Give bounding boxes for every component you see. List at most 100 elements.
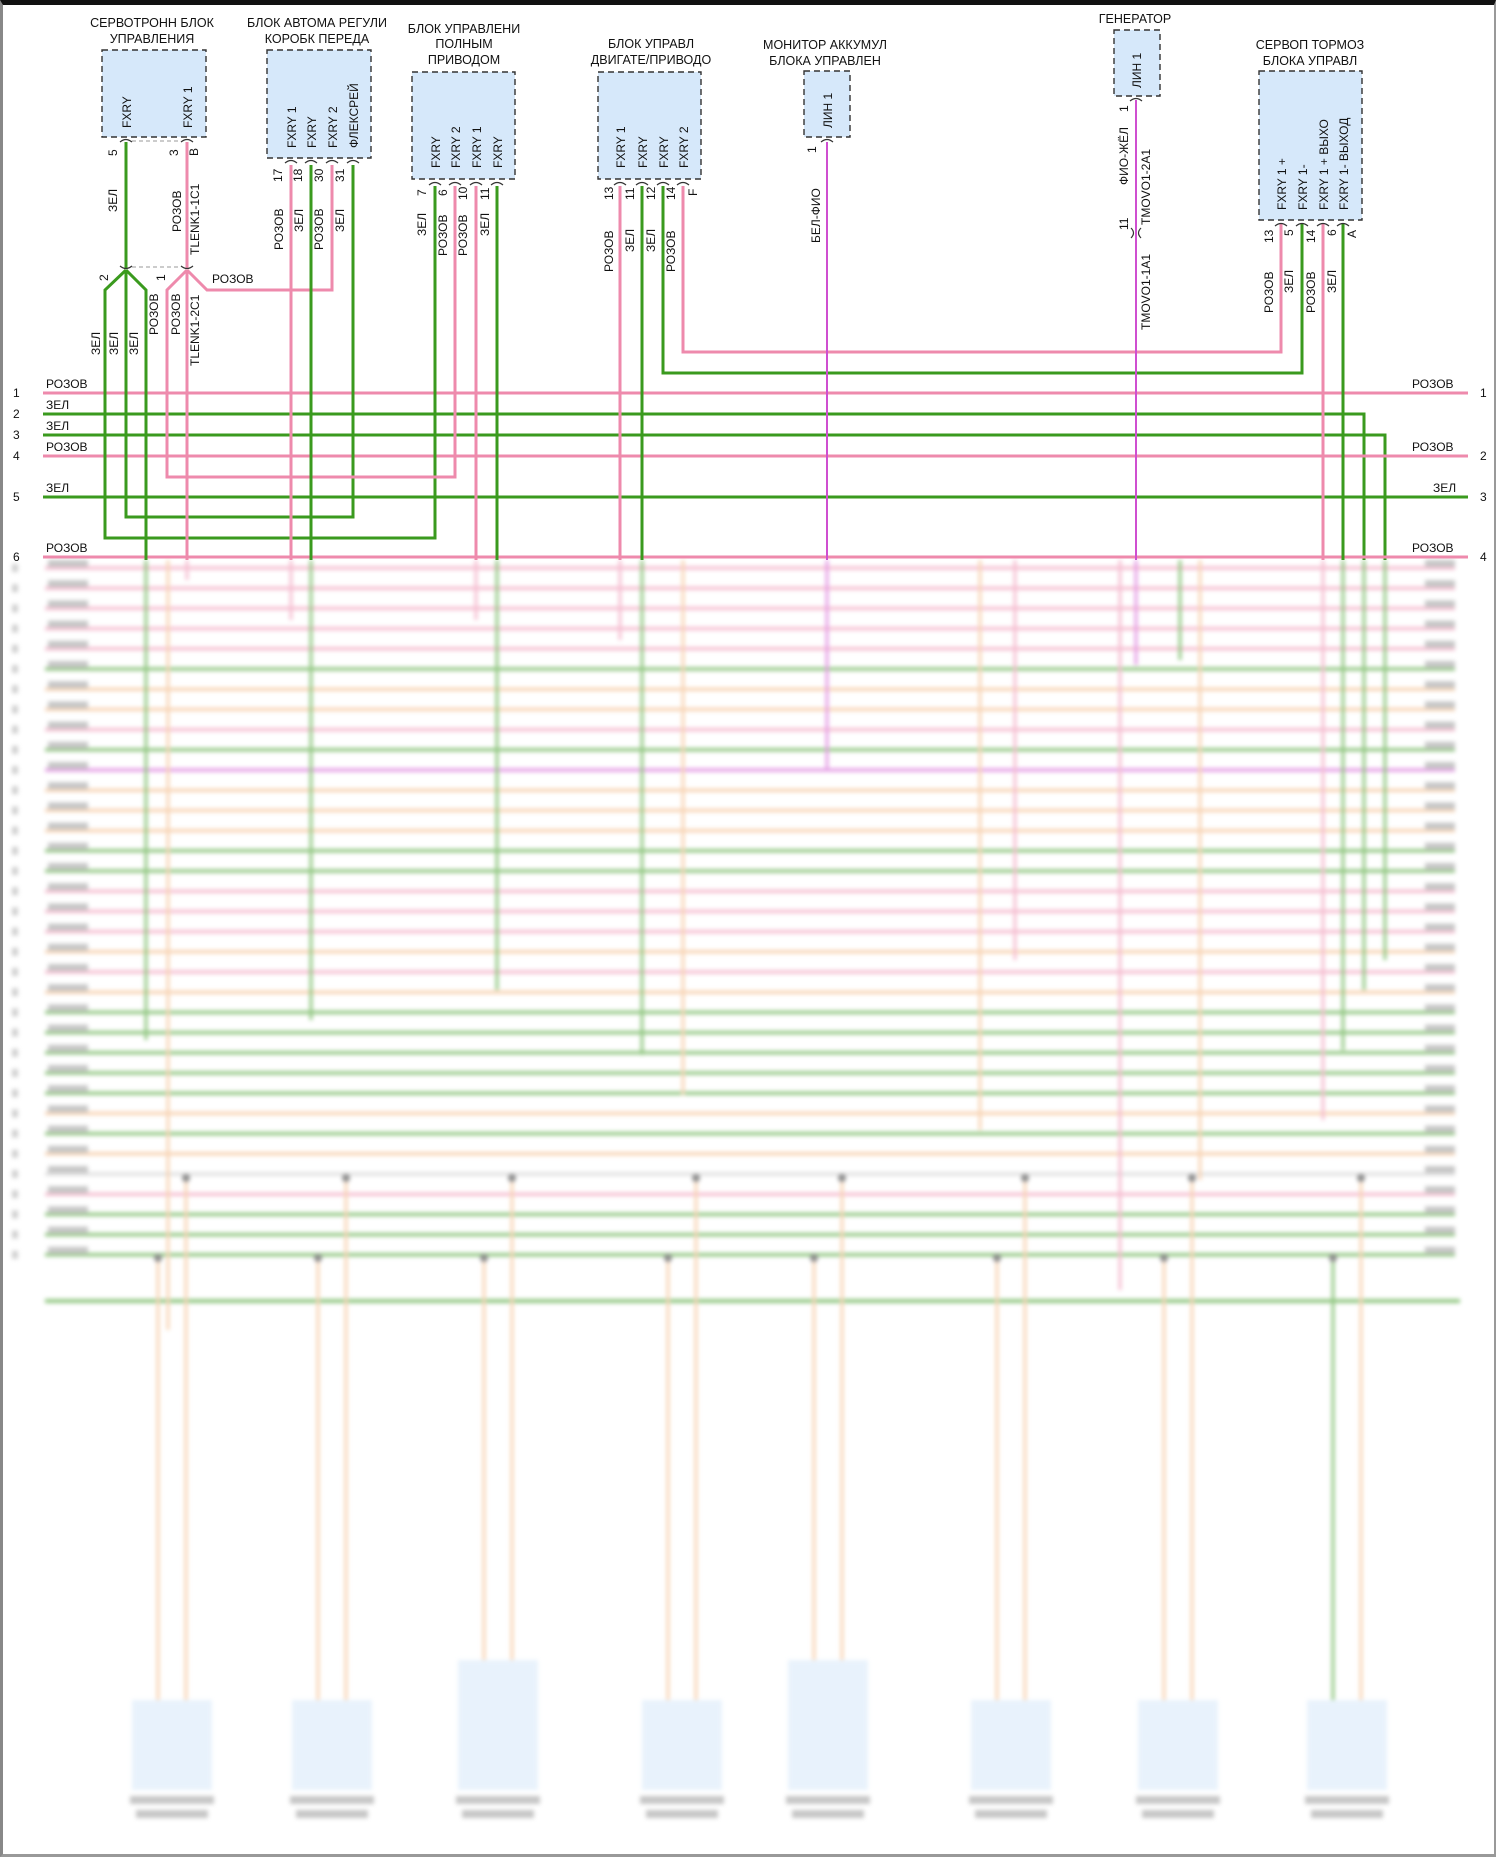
module-awd[interactable]: БЛОК УПРАВЛЕНИ ПОЛНЫМ ПРИВОДОМ FXRY FXRY… (408, 22, 520, 256)
blurred-lower-section (12, 560, 1460, 1818)
row-number: 4 (13, 449, 20, 463)
module-title: УПРАВЛЕНИЯ (110, 32, 195, 46)
wire (165, 186, 457, 479)
blurred-module-title (1142, 1810, 1214, 1818)
pin-number: 13 (602, 186, 616, 200)
blurred-row-number (12, 1190, 18, 1199)
pin-number: 6 (436, 189, 450, 196)
module-generator[interactable]: ГЕНЕРАТОР ЛИН 1 1 ФИО-ЖЁЛ TMOVO1-2A1 11 … (1099, 12, 1171, 330)
blurred-row-number (12, 846, 18, 855)
blurred-label (1425, 842, 1455, 850)
wire-label: РОЗОВ (147, 293, 161, 335)
blurred-label (1425, 560, 1455, 567)
wire-label: ЗЕЛ (106, 189, 120, 212)
blurred-label (48, 1004, 88, 1012)
blurred-label (1425, 701, 1455, 709)
module-servotronic[interactable]: СЕРВОТРОНН БЛОК УПРАВЛЕНИЯ FXRY FXRY 1 5… (90, 16, 214, 255)
module-title: БЛОКА УПРАВЛ (1263, 54, 1357, 68)
pin-number: 1 (154, 274, 168, 281)
wire-label: РОЗОВ (169, 293, 183, 335)
blurred-row-number (12, 564, 18, 572)
module-brake-servo[interactable]: СЕРВОП ТОРМОЗ БЛОКА УПРАВЛ FXRY 1 + FXRY… (1256, 38, 1364, 313)
pin-label: FXRY 1 + (1275, 158, 1289, 210)
module-title: ГЕНЕРАТОР (1099, 12, 1171, 26)
blurred-label (1425, 721, 1455, 729)
pin-label: FXRY 1 + ВЫХО (1317, 119, 1331, 210)
blurred-label (1425, 943, 1455, 951)
row-number: 1 (13, 386, 20, 400)
blurred-label (48, 883, 88, 891)
blurred-row-number (12, 1210, 18, 1219)
blurred-label (1425, 903, 1455, 911)
row-number: 2 (1480, 449, 1487, 463)
row-number: 2 (13, 407, 20, 421)
blurred-label (48, 741, 88, 749)
wire-label: РОЗОВ (1412, 541, 1454, 555)
blurred-label (1425, 1246, 1455, 1254)
wire-label: РОЗОВ (312, 208, 326, 250)
blurred-label (48, 822, 88, 830)
blurred-module-box (788, 1660, 868, 1790)
wire-label: ЗЕЛ (89, 332, 103, 355)
wire-label: TLENK1-1C1 (188, 183, 202, 255)
row-number: 1 (1480, 386, 1487, 400)
pin-number: 30 (312, 168, 326, 182)
module-title: ПОЛНЫМ (435, 37, 492, 51)
blurred-label (48, 580, 88, 588)
blurred-row-number (12, 685, 18, 694)
blurred-row-number (12, 1149, 18, 1158)
blurred-label (1425, 1145, 1455, 1153)
pin-number: 12 (644, 186, 658, 200)
blurred-label (1425, 802, 1455, 810)
blurred-label (1425, 600, 1455, 608)
splice-dot (810, 1254, 818, 1262)
blurred-module-title (792, 1810, 864, 1818)
wires (43, 100, 1468, 560)
blurred-label (48, 640, 88, 648)
module-title: БЛОК УПРАВЛЕНИ (408, 22, 520, 36)
blurred-label (48, 560, 88, 567)
pin-number: F (686, 189, 700, 196)
bus-wire-2 (43, 412, 1366, 560)
pin-number: 14 (1304, 229, 1318, 243)
pin-label: FXRY (636, 136, 650, 168)
blurred-label (48, 701, 88, 709)
blurred-label (48, 943, 88, 951)
blurred-row-number (12, 1048, 18, 1057)
module-gearbox[interactable]: БЛОК АВТОМА РЕГУЛИ КОРОБК ПЕРЕДА FXRY 1 … (247, 16, 387, 250)
module-title: ПРИВОДОМ (428, 53, 500, 67)
blurred-label (48, 721, 88, 729)
blurred-row-number (12, 947, 18, 956)
blurred-label (1425, 620, 1455, 628)
blurred-row-number (12, 745, 18, 754)
pin-number: 14 (664, 186, 678, 200)
blurred-row-number (12, 725, 18, 734)
splice-dot (993, 1254, 1001, 1262)
blurred-module-box (971, 1700, 1051, 1790)
module-engine[interactable]: БЛОК УПРАВЛ ДВИГАТЕ/ПРИВОДО FXRY 1 FXRY … (591, 37, 712, 272)
wire-label: РОЗОВ (272, 208, 286, 250)
blurred-label (1425, 984, 1455, 992)
blurred-row-number (12, 1008, 18, 1017)
blurred-row-number (12, 705, 18, 714)
blurred-label (48, 1085, 88, 1093)
blurred-row-number (12, 907, 18, 916)
splice-dot (1160, 1254, 1168, 1262)
wire-label: ЗЕЛ (127, 332, 141, 355)
pin-label: FXRY 2 (449, 126, 463, 168)
blurred-label (48, 1125, 88, 1133)
pin-number: 3 (167, 149, 181, 156)
module-title: СЕРВОТРОНН БЛОК (90, 16, 214, 30)
blurred-label (1425, 1105, 1455, 1113)
pin-number: 18 (291, 168, 305, 182)
blurred-label (1425, 1065, 1455, 1072)
blurred-label (48, 1065, 88, 1072)
pin-label: FXRY 1 (614, 126, 628, 168)
blurred-label (48, 1024, 88, 1032)
blurred-label (48, 762, 88, 769)
blurred-label (1425, 822, 1455, 830)
wire-label: РОЗОВ (170, 190, 184, 232)
module-battery-monitor[interactable]: МОНИТОР АККУМУЛ БЛОКА УПРАВЛЕН ЛИН 1 1 Б… (763, 38, 887, 243)
